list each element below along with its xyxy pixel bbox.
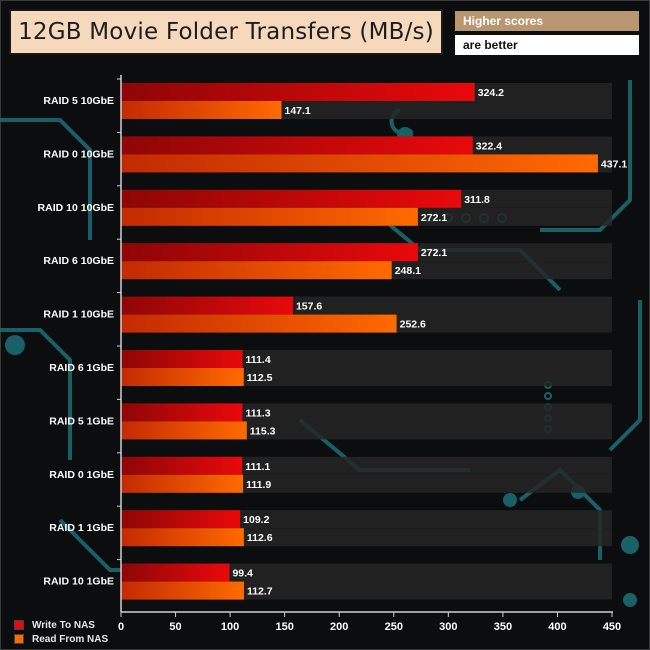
legend-swatch-write bbox=[14, 620, 24, 630]
legend-label-read: Read From NAS bbox=[32, 633, 109, 645]
x-tick-label: 100 bbox=[221, 621, 239, 633]
bar-read bbox=[121, 314, 397, 333]
category-label: RAID 1 1GbE bbox=[49, 522, 114, 534]
data-label-write: 99.4 bbox=[232, 568, 253, 580]
bar-write bbox=[121, 136, 473, 155]
bar-read bbox=[121, 207, 418, 226]
circuit-trace bbox=[0, 328, 72, 460]
circuit-node bbox=[5, 335, 25, 355]
category-label: RAID 5 10GbE bbox=[43, 95, 114, 107]
x-tick-label: 450 bbox=[603, 621, 621, 633]
data-label-read: 272.1 bbox=[421, 212, 447, 224]
data-label-write: 324.2 bbox=[478, 87, 504, 99]
data-label-read: 112.5 bbox=[247, 372, 273, 384]
bar-track bbox=[121, 474, 612, 493]
bar-read bbox=[121, 474, 244, 493]
category-labels: RAID 5 10GbE RAID 0 10GbE RAID 10 10GbE RAI… bbox=[38, 95, 114, 588]
data-label-write: 272.1 bbox=[421, 247, 447, 259]
category-label: RAID 6 10GbE bbox=[43, 255, 114, 267]
x-tick-label: 400 bbox=[548, 621, 566, 633]
data-label-write: 111.1 bbox=[245, 461, 270, 473]
category-label: RAID 0 1GbE bbox=[49, 469, 114, 481]
data-label-read: 147.1 bbox=[285, 105, 311, 117]
data-label-write: 111.3 bbox=[245, 407, 270, 419]
legend-label-write: Write To NAS bbox=[32, 619, 95, 631]
data-label-read: 437.1 bbox=[601, 158, 627, 170]
bar-write bbox=[121, 243, 418, 262]
data-label-write: 157.6 bbox=[296, 301, 322, 313]
category-label: RAID 10 10GbE bbox=[38, 202, 114, 214]
circuit-trace bbox=[540, 80, 632, 232]
x-tick-label: 50 bbox=[169, 621, 181, 633]
category-label: RAID 0 10GbE bbox=[43, 148, 114, 160]
circuit-node bbox=[503, 493, 517, 507]
bar-write bbox=[121, 296, 293, 315]
x-tick-label: 250 bbox=[385, 621, 403, 633]
bar-track bbox=[121, 403, 612, 422]
x-tick-label: 150 bbox=[275, 621, 293, 633]
circuit-node bbox=[623, 593, 637, 607]
circuit-node bbox=[621, 536, 639, 554]
bar-read bbox=[121, 528, 244, 547]
legend-item-write: Write To NAS bbox=[14, 618, 108, 632]
data-label-read: 112.6 bbox=[247, 532, 273, 544]
category-label: RAID 10 1GbE bbox=[43, 576, 114, 588]
bar-series: 324.2147.1322.4437.1311.8272.1272.1248.1… bbox=[121, 83, 627, 600]
data-label-read: 111.9 bbox=[246, 479, 271, 491]
data-label-write: 109.2 bbox=[243, 514, 269, 526]
legend: Write To NAS Read From NAS bbox=[14, 618, 108, 646]
legend-swatch-read bbox=[14, 634, 24, 644]
bar-write bbox=[121, 510, 241, 529]
data-label-read: 112.7 bbox=[247, 586, 273, 598]
bar-read bbox=[121, 581, 244, 600]
note-are-better: are better bbox=[455, 35, 639, 55]
x-tick-label: 350 bbox=[494, 621, 512, 633]
bar-track bbox=[121, 456, 612, 475]
legend-item-read: Read From NAS bbox=[14, 632, 108, 646]
data-label-read: 252.6 bbox=[400, 319, 426, 331]
data-label-write: 322.4 bbox=[476, 140, 502, 152]
category-label: RAID 6 1GbE bbox=[49, 362, 114, 374]
data-label-write: 311.8 bbox=[464, 194, 490, 206]
chart-title: 12GB Movie Folder Transfers (MB/s) bbox=[18, 19, 434, 45]
bar-track bbox=[121, 563, 612, 582]
bar-write bbox=[121, 456, 243, 475]
bar-write bbox=[121, 403, 243, 422]
chart-title-box: 12GB Movie Folder Transfers (MB/s) bbox=[9, 9, 443, 55]
bar-write bbox=[121, 563, 230, 582]
x-tick-label: 0 bbox=[118, 621, 124, 633]
bar-write bbox=[121, 350, 243, 368]
data-label-read: 115.3 bbox=[250, 425, 276, 437]
bar-read bbox=[121, 154, 598, 173]
circuit-dot bbox=[544, 392, 552, 400]
bar-write bbox=[121, 83, 475, 101]
bar-write bbox=[121, 189, 462, 208]
bar-read bbox=[121, 101, 282, 119]
x-axis: 0 50 100 150 200 250 300 350 400 450 bbox=[117, 75, 621, 633]
circuit-trace bbox=[608, 300, 642, 452]
bar-read bbox=[121, 421, 247, 440]
bar-track bbox=[121, 350, 612, 368]
x-tick-label: 200 bbox=[330, 621, 348, 633]
data-label-read: 248.1 bbox=[395, 265, 421, 277]
bar-read bbox=[121, 261, 392, 280]
x-tick-label: 300 bbox=[439, 621, 457, 633]
bar-track bbox=[121, 510, 612, 529]
category-label: RAID 1 10GbE bbox=[43, 309, 114, 321]
circuit-trace bbox=[0, 118, 92, 240]
note-higher-scores: Higher scores bbox=[455, 11, 639, 31]
bar-read bbox=[121, 368, 244, 386]
category-label: RAID 5 1GbE bbox=[49, 415, 114, 427]
data-label-write: 111.4 bbox=[246, 354, 271, 366]
